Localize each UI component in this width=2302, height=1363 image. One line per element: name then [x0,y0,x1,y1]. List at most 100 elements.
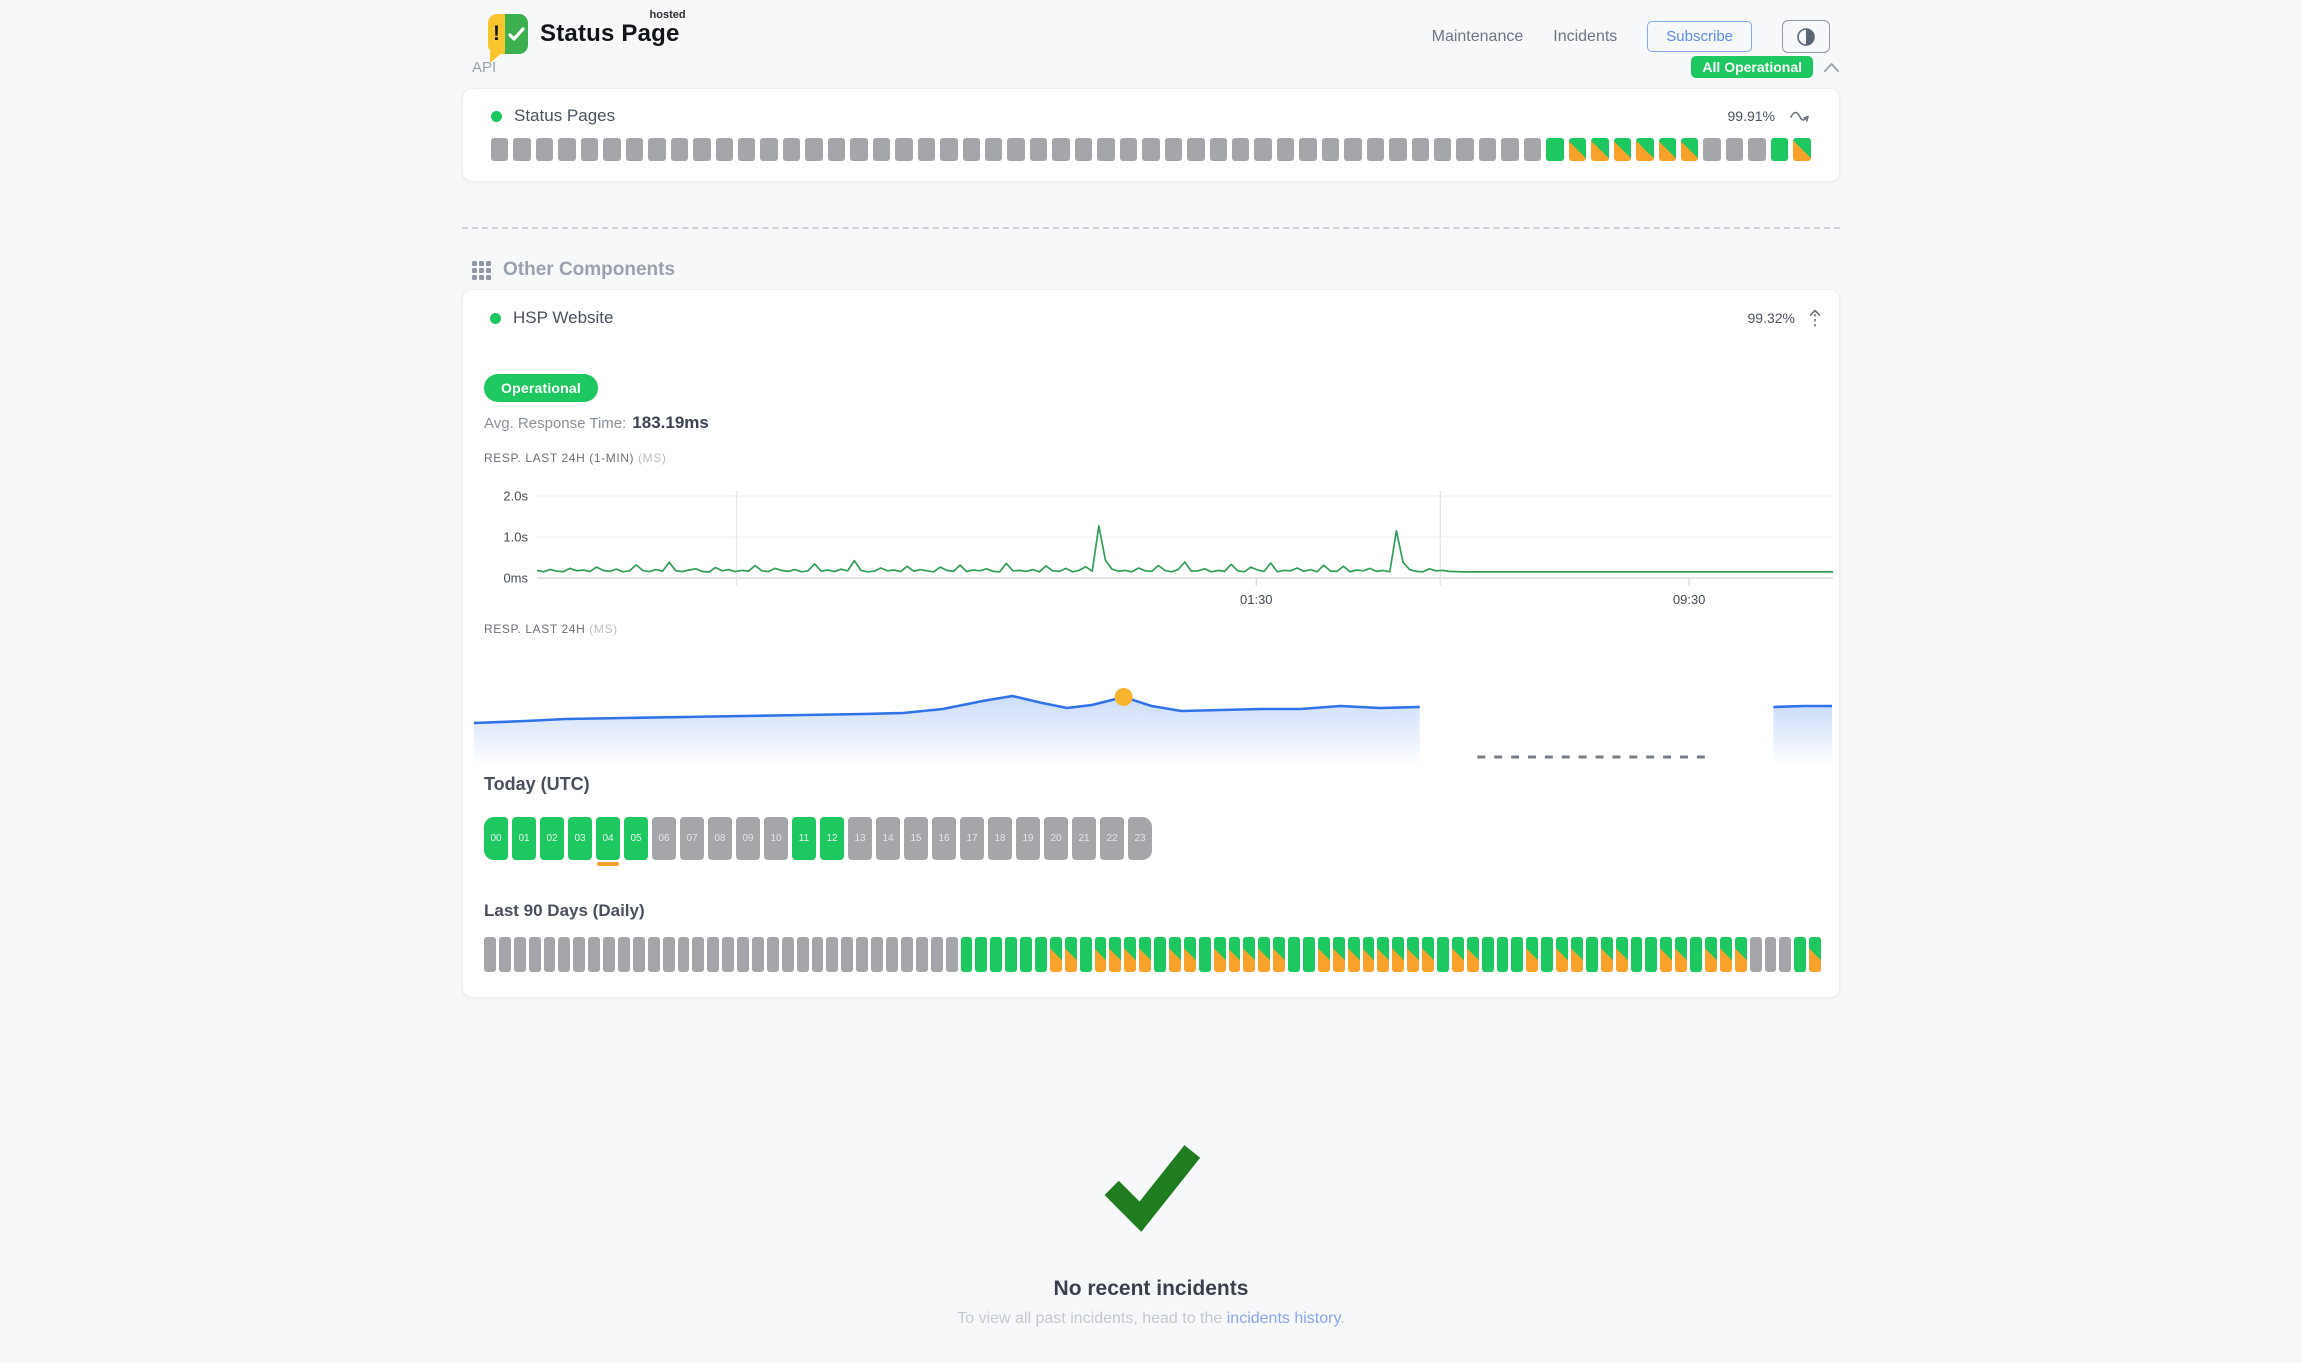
uptime-bar-mixed[interactable] [1734,937,1747,972]
hour-box-02[interactable]: 02 [540,817,564,860]
uptime-bar-green[interactable] [1546,138,1564,161]
uptime-bar-green[interactable] [1481,937,1494,972]
uptime-bar-mixed[interactable] [1213,937,1226,972]
hour-box-19[interactable]: 19 [1016,817,1040,860]
uptime-bar-green[interactable] [1496,937,1509,972]
uptime-bar-mixed[interactable] [1258,937,1271,972]
uptime-bar-green[interactable] [960,937,973,972]
uptime-bar-gray[interactable] [670,138,689,161]
uptime-bar-green[interactable] [1302,937,1315,972]
hour-box-13[interactable]: 13 [848,817,872,860]
response-area-chart[interactable] [473,666,1832,766]
uptime-bar-mixed[interactable] [1124,937,1137,972]
collapse-chevron-icon[interactable] [1823,62,1840,73]
uptime-bar-mixed[interactable] [1636,138,1654,161]
uptime-bar-gray[interactable] [1097,138,1115,161]
uptime-bar-gray[interactable] [1703,138,1721,161]
uptime-bar-gray[interactable] [1164,138,1183,161]
uptime-bar-gray[interactable] [484,937,496,972]
response-chart-1min[interactable]: 2.0s 1.0s 0ms 01:30 09:30 [503,489,1833,607]
uptime-bar-gray[interactable] [1456,138,1474,161]
uptime-bar-gray[interactable] [737,138,756,161]
uptime-bar-gray[interactable] [707,937,720,972]
uptime-bar-gray[interactable] [647,937,660,972]
uptime-bar-mixed[interactable] [1793,138,1811,161]
uptime-bar-gray[interactable] [962,138,980,161]
uptime-bar-gray[interactable] [915,937,928,972]
uptime-bar-mixed[interactable] [1362,937,1375,972]
uptime-bar-green[interactable] [1630,937,1643,972]
uptime-bar-green[interactable] [1690,937,1703,972]
uptime-bar-mixed[interactable] [1168,937,1181,972]
uptime-bar-gray[interactable] [841,937,854,972]
uptime-bar-green[interactable] [1645,937,1658,972]
uptime-bar-gray[interactable] [930,937,943,972]
uptime-bar-green[interactable] [1541,937,1554,972]
uptime-bar-mixed[interactable] [1660,937,1673,972]
uptime-bar-mixed[interactable] [1064,937,1077,972]
uptime-bar-mixed[interactable] [1681,138,1699,161]
uptime-bar-mixed[interactable] [1347,937,1360,972]
uptime-bar-mixed[interactable] [1139,937,1152,972]
uptime-bar-mixed[interactable] [1600,937,1613,972]
uptime-bar-green[interactable] [1288,937,1300,972]
uptime-bar-green[interactable] [1005,937,1018,972]
uptime-bar-mixed[interactable] [1809,937,1822,972]
uptime-bar-gray[interactable] [1764,937,1777,972]
uptime-bar-green[interactable] [1437,937,1449,972]
uptime-bar-gray[interactable] [677,937,690,972]
brand-logo[interactable]: ! hosted Status Page [488,9,686,63]
hour-box-08[interactable]: 08 [708,817,732,860]
uptime-bar-gray[interactable] [940,138,958,161]
uptime-bar-gray[interactable] [1321,138,1340,161]
uptime-bar-mixed[interactable] [1049,937,1062,972]
uptime-bar-gray[interactable] [692,937,705,972]
uptime-bar-mixed[interactable] [1407,937,1420,972]
uptime-bar-gray[interactable] [1119,138,1138,161]
uptime-bar-gray[interactable] [1478,138,1497,161]
uptime-bar-gray[interactable] [1749,937,1762,972]
uptime-bar-mixed[interactable] [1422,937,1434,972]
uptime-bar-gray[interactable] [558,937,571,972]
hour-box-23[interactable]: 23 [1128,817,1152,860]
incidents-history-link[interactable]: incidents history [1226,1310,1341,1327]
nav-incidents[interactable]: Incidents [1553,27,1618,45]
uptime-bar-gray[interactable] [856,937,869,972]
uptime-bar-mixed[interactable] [1613,138,1632,161]
uptime-bar-green[interactable] [1198,937,1211,972]
uptime-bar-gray[interactable] [917,138,936,161]
uptime-bar-gray[interactable] [900,937,913,972]
uptime-bar-green[interactable] [990,937,1003,972]
hour-box-11[interactable]: 11 [792,817,816,860]
uptime-bar-green[interactable] [1020,937,1032,972]
uptime-bar-gray[interactable] [722,937,735,972]
uptime-bar-gray[interactable] [603,937,616,972]
uptime-bar-gray[interactable] [984,138,1003,161]
uptime-bar-mixed[interactable] [1317,937,1330,972]
uptime-bar-gray[interactable] [528,937,541,972]
hour-box-16[interactable]: 16 [932,817,956,860]
uptime-bar-gray[interactable] [1523,138,1542,161]
uptime-bar-gray[interactable] [1366,138,1385,161]
uptime-bar-gray[interactable] [558,138,576,161]
uptime-bar-gray[interactable] [826,937,839,972]
uptime-bar-mixed[interactable] [1719,937,1732,972]
uptime-bar-green[interactable] [1154,937,1166,972]
hour-box-05[interactable]: 05 [624,817,648,860]
uptime-bar-gray[interactable] [1389,138,1407,161]
hour-box-07[interactable]: 07 [680,817,704,860]
uptime-bar-gray[interactable] [1074,138,1093,161]
uptime-bar-gray[interactable] [1276,138,1295,161]
uptime-bar-mixed[interactable] [1228,937,1241,972]
uptime-bar-gray[interactable] [796,937,809,972]
uptime-bar-gray[interactable] [513,937,526,972]
uptime-bar-mixed[interactable] [1675,937,1688,972]
hour-box-17[interactable]: 17 [960,817,984,860]
uptime-bar-mixed[interactable] [1273,937,1286,972]
hour-box-14[interactable]: 14 [876,817,900,860]
uptime-bar-green[interactable] [1794,937,1807,972]
uptime-bar-gray[interactable] [632,937,645,972]
uptime-bar-mixed[interactable] [1377,937,1390,972]
uptime-bar-gray[interactable] [811,937,824,972]
hour-box-18[interactable]: 18 [988,817,1012,860]
